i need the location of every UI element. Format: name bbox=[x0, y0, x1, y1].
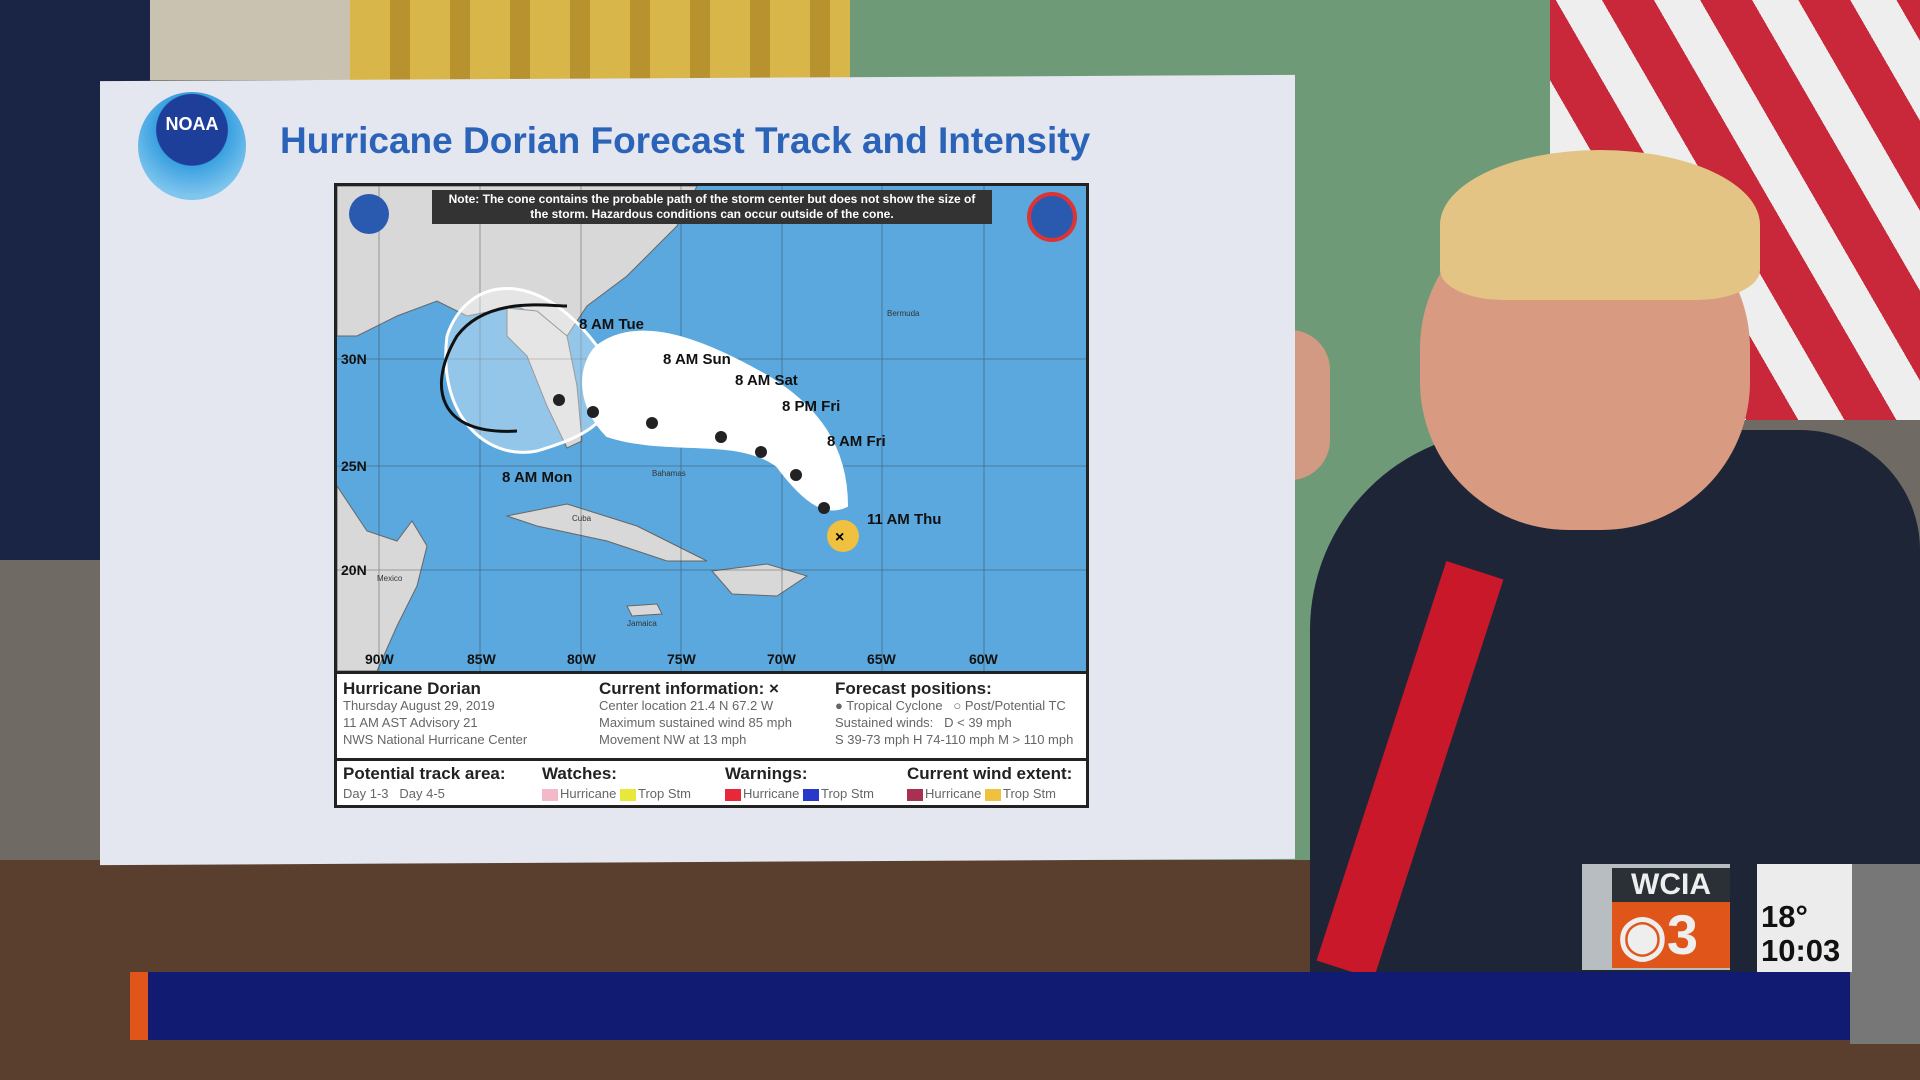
curtain bbox=[150, 0, 350, 80]
label-8am-sat: 8 AM Sat bbox=[735, 372, 798, 389]
label-bahamas: Bahamas bbox=[652, 469, 686, 478]
land-jamaica bbox=[626, 603, 663, 617]
map-noaa-logo bbox=[349, 194, 389, 234]
legend-wind: Current wind extent: Hurricane Trop Stm bbox=[907, 764, 1073, 801]
board-title: Hurricane Dorian Forecast Track and Inte… bbox=[280, 120, 1091, 161]
svg-text:25N: 25N bbox=[341, 458, 367, 474]
svg-text:85W: 85W bbox=[467, 651, 497, 667]
person-hair bbox=[1440, 150, 1760, 300]
svg-text:65W: 65W bbox=[867, 651, 897, 667]
label-mexico: Mexico bbox=[377, 574, 403, 583]
legend-track: Potential track area: Day 1-3 Day 4-5 bbox=[343, 764, 506, 801]
cone-note: Note: The cone contains the probable pat… bbox=[432, 190, 992, 224]
label-bermuda: Bermuda bbox=[887, 309, 920, 318]
forecast-points bbox=[553, 394, 830, 514]
svg-text:90W: 90W bbox=[365, 651, 395, 667]
map-legend: Hurricane Dorian Thursday August 29, 201… bbox=[337, 671, 1086, 805]
map-canvas: × 11 AM Thu 8 AM Fri 8 PM Fri 8 AM Sat 8… bbox=[337, 186, 1086, 671]
current-wind-extent bbox=[827, 520, 859, 552]
station-logo: WCIA ◉3 bbox=[1582, 864, 1730, 970]
svg-text:30N: 30N bbox=[341, 351, 367, 367]
land-florida bbox=[506, 307, 583, 449]
legend-warnings: Warnings: Hurricane Trop Stm bbox=[725, 764, 874, 801]
svg-text:80W: 80W bbox=[567, 651, 597, 667]
temperature: 18° bbox=[1761, 899, 1808, 934]
ticker-accent bbox=[130, 972, 148, 1040]
forecast-map: × 11 AM Thu 8 AM Fri 8 PM Fri 8 AM Sat 8… bbox=[334, 183, 1089, 808]
legend-storm: Hurricane Dorian Thursday August 29, 201… bbox=[343, 679, 528, 747]
label-cuba: Cuba bbox=[572, 514, 592, 523]
noaa-logo: NOAA bbox=[138, 92, 246, 200]
label-8pm-fri: 8 PM Fri bbox=[782, 398, 840, 415]
cbs-eye-icon: ◉3 bbox=[1612, 902, 1730, 968]
svg-text:70W: 70W bbox=[767, 651, 797, 667]
legend-current: Current information: × Center location 2… bbox=[599, 679, 792, 747]
sharpie-extension bbox=[440, 303, 568, 433]
lower-third-ticker bbox=[130, 972, 1850, 1040]
label-8am-fri: 8 AM Fri bbox=[827, 433, 886, 450]
svg-text:60W: 60W bbox=[969, 651, 999, 667]
label-8am-sun: 8 AM Sun bbox=[663, 351, 731, 368]
legend-watches: Watches: Hurricane Trop Stm bbox=[542, 764, 691, 801]
svg-text:75W: 75W bbox=[667, 651, 697, 667]
ticker-right-panel bbox=[1850, 864, 1920, 1044]
nws-logo bbox=[1027, 192, 1077, 242]
svg-text:20N: 20N bbox=[341, 562, 367, 578]
current-position-icon: × bbox=[835, 529, 844, 546]
label-11am-thu: 11 AM Thu bbox=[867, 511, 941, 528]
label-8am-mon: 8 AM Mon bbox=[502, 469, 572, 486]
station-name: WCIA bbox=[1612, 868, 1730, 902]
curtain-gold bbox=[350, 0, 850, 80]
label-jamaica: Jamaica bbox=[627, 619, 657, 628]
land-hispaniola bbox=[711, 563, 809, 597]
clock-time: 10:03 bbox=[1761, 933, 1841, 968]
land-cuba bbox=[505, 503, 708, 562]
label-8am-tue: 8 AM Tue bbox=[579, 316, 644, 333]
weather-time-box: 18° 10:03 bbox=[1757, 864, 1852, 972]
land-mexico bbox=[337, 485, 428, 671]
legend-forecast: Forecast positions: ● Tropical Cyclone ○… bbox=[835, 679, 1074, 747]
